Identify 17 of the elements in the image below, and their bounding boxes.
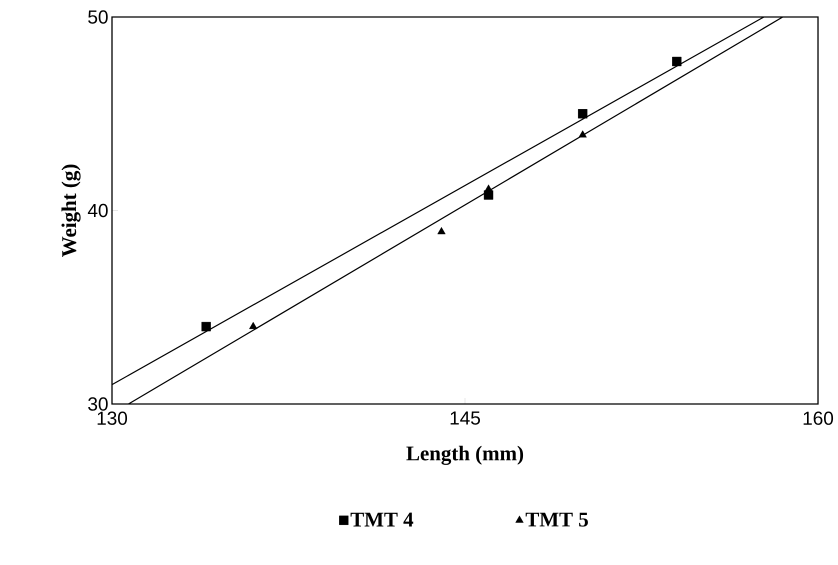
x-tick-label: 130 bbox=[98, 412, 128, 425]
y-axis-title: Weight (g) bbox=[61, 164, 81, 257]
x-tick-label: 145 bbox=[450, 412, 480, 425]
point bbox=[578, 130, 587, 138]
point bbox=[201, 322, 211, 332]
point bbox=[672, 56, 682, 66]
y-tick-label: 30 bbox=[88, 397, 108, 411]
point bbox=[578, 109, 588, 118]
legend-label: TMT 4 bbox=[350, 512, 414, 526]
x-axis-title: Length (mm) bbox=[406, 446, 524, 465]
legend-label: TMT 5 bbox=[526, 512, 588, 527]
x-tick-label: 160 bbox=[804, 412, 834, 425]
y-tick-label: 40 bbox=[88, 204, 108, 218]
point bbox=[437, 227, 446, 234]
point bbox=[484, 184, 493, 192]
y-tick-label: 50 bbox=[88, 10, 108, 24]
point bbox=[249, 322, 258, 330]
